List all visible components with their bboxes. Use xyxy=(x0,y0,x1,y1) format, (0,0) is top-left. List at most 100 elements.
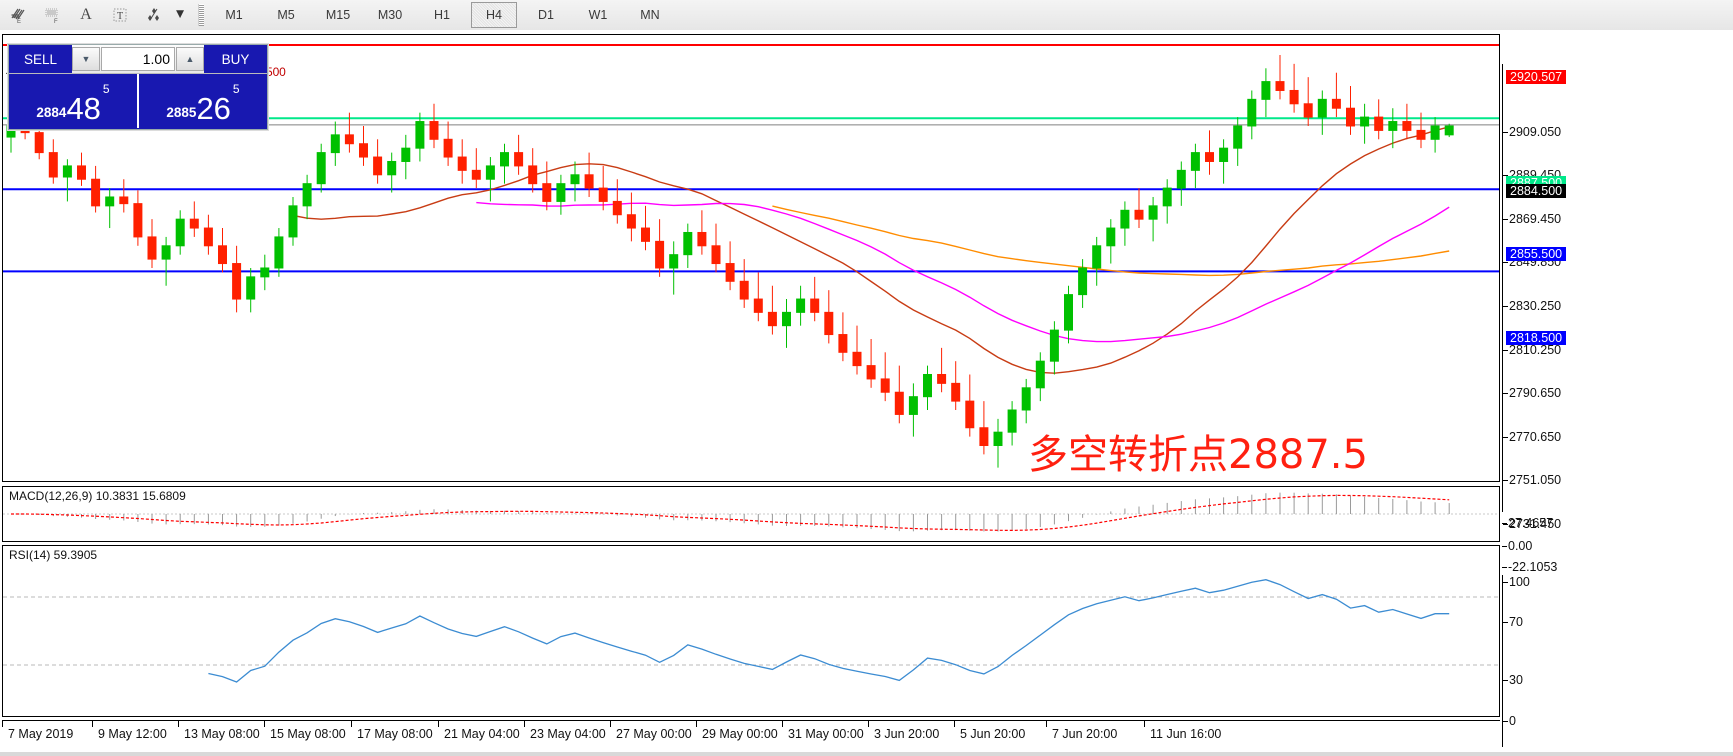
time-axis[interactable]: 7 May 2019 9 May 12:00 13 May 08:00 15 May … xyxy=(2,720,1500,754)
time-separator xyxy=(868,721,869,727)
drawing-tools-icon[interactable] xyxy=(138,1,170,29)
price-tick-mark xyxy=(1503,393,1508,394)
price-tick-mark xyxy=(1503,306,1508,307)
buy-button[interactable]: BUY xyxy=(204,45,267,73)
price-tick-mark xyxy=(1503,480,1508,481)
rsi-plot xyxy=(3,546,1499,716)
time-tick-label: 29 May 00:00 xyxy=(702,727,778,741)
time-separator xyxy=(178,721,179,727)
rsi-tick-mark xyxy=(1503,680,1508,681)
price-tick-label: 2751.050 xyxy=(1509,473,1562,487)
price-tick-mark xyxy=(1503,262,1508,263)
price-axis[interactable]: 2909.050 2889.450 2869.450 2849.850 2830.250… xyxy=(1502,64,1733,531)
macd-tick-label: -22.1053 xyxy=(1508,560,1558,574)
macd-tick-mark xyxy=(1502,567,1507,568)
price-tick-mark xyxy=(1503,524,1508,525)
macd-tick-label: 0.00 xyxy=(1508,539,1533,553)
rsi-tick-label: 70 xyxy=(1509,615,1523,629)
window-bottom-border xyxy=(0,752,1733,756)
volume-increase-button[interactable]: ▲ xyxy=(176,47,204,71)
chart-annotation-text: 多空转折点2887.5 xyxy=(1028,432,1368,478)
buy-price-big: 26 xyxy=(196,91,231,126)
macd-plot xyxy=(3,487,1499,541)
price-tick-label: 2731.450 xyxy=(1509,517,1562,531)
timeframe-m1[interactable]: M1 xyxy=(225,8,243,22)
price-tick-mark xyxy=(1503,350,1508,351)
sell-price[interactable]: 2884 48 5 xyxy=(9,74,137,128)
time-tick-label: 27 May 00:00 xyxy=(616,727,692,741)
time-separator xyxy=(524,721,525,727)
volume-decrease-button[interactable]: ▼ xyxy=(72,47,100,71)
macd-axis: 27.4657 0.00 -22.1053 xyxy=(1502,516,1733,574)
rsi-tick-label: 100 xyxy=(1509,575,1530,589)
rsi-tick-mark xyxy=(1503,582,1508,583)
drawing-tools-dropdown-caret[interactable]: ▼ xyxy=(173,5,187,21)
timeframe-mn[interactable]: MN xyxy=(640,8,660,22)
macd-panel[interactable]: MACD(12,26,9) 10.3831 15.6809 xyxy=(2,486,1500,542)
time-tick-label: 13 May 08:00 xyxy=(184,727,260,741)
timeframe-m30[interactable]: M30 xyxy=(377,8,403,22)
one-click-trade-panel[interactable]: SELL ▼ 1.00 ▲ BUY 2884 48 5 2885 26 5 xyxy=(8,44,268,130)
price-tick-mark xyxy=(1503,175,1508,176)
price-tick-label: 2830.250 xyxy=(1509,299,1562,313)
timeframe-h1[interactable]: H1 xyxy=(434,8,450,22)
rsi-panel[interactable]: RSI(14) 59.3905 xyxy=(2,545,1500,717)
price-tick-label: 2869.450 xyxy=(1509,212,1562,226)
price-tick-label: 2770.650 xyxy=(1509,430,1562,444)
time-separator xyxy=(954,721,955,727)
time-tick-label: 7 Jun 20:00 xyxy=(1052,727,1118,741)
timeframe-w1[interactable]: W1 xyxy=(588,8,608,22)
text-label-icon[interactable]: A xyxy=(80,6,92,23)
time-tick-label: 23 May 04:00 xyxy=(530,727,606,741)
trade-panel-prices: 2884 48 5 2885 26 5 xyxy=(9,74,267,128)
timeframe-d1[interactable]: D1 xyxy=(538,8,554,22)
price-tick-label: 2790.650 xyxy=(1509,386,1562,400)
expert-advisor-icon[interactable]: E xyxy=(2,1,34,29)
svg-text:T: T xyxy=(117,11,123,22)
buy-price[interactable]: 2885 26 5 xyxy=(137,74,267,128)
rsi-tick-label: 0 xyxy=(1509,714,1516,728)
macd-tick-mark xyxy=(1502,523,1507,524)
volume-input[interactable]: 1.00 xyxy=(101,47,175,71)
time-tick-label: 15 May 08:00 xyxy=(270,727,346,741)
time-tick-label: 7 May 2019 xyxy=(8,727,74,741)
time-separator xyxy=(1046,721,1047,727)
svg-text:F: F xyxy=(54,19,58,24)
time-separator xyxy=(351,721,352,727)
rsi-tick-mark xyxy=(1503,622,1508,623)
grid-crosshair-icon[interactable]: F xyxy=(36,1,68,29)
macd-title: MACD(12,26,9) 10.3831 15.6809 xyxy=(9,489,186,503)
price-tag-2920.507: 2920.507 xyxy=(1506,70,1567,84)
time-tick-label: 3 Jun 20:00 xyxy=(874,727,940,741)
toolbar-grip[interactable] xyxy=(198,4,204,26)
sell-button[interactable]: SELL xyxy=(9,45,72,73)
price-tag-2855.500: 2855.500 xyxy=(1506,247,1567,261)
rsi-axis: 100 70 30 0 xyxy=(1502,575,1733,747)
rsi-title: RSI(14) 59.3905 xyxy=(9,548,98,562)
time-separator xyxy=(264,721,265,727)
timeframe-h4[interactable]: H4 xyxy=(471,2,517,28)
sell-price-sup: 5 xyxy=(102,82,110,96)
time-separator xyxy=(610,721,611,727)
price-tick-label: 2909.050 xyxy=(1509,125,1562,139)
price-tick-label: 2810.250 xyxy=(1509,343,1562,357)
toolbar: E F A T ▼ M1 M5 M15 M30 H1 H4 D1 W1 MN xyxy=(0,0,1733,31)
time-tick-label: 17 May 08:00 xyxy=(357,727,433,741)
time-tick-label: 5 Jun 20:00 xyxy=(960,727,1026,741)
trade-panel-header: SELL ▼ 1.00 ▲ BUY xyxy=(9,45,267,74)
rsi-tick-label: 30 xyxy=(1509,673,1523,687)
timeframe-m15[interactable]: M15 xyxy=(325,8,351,22)
buy-price-sup: 5 xyxy=(232,82,240,96)
time-separator xyxy=(696,721,697,727)
price-tag-2884.500: 2884.500 xyxy=(1506,184,1567,198)
buy-price-lead: 2885 xyxy=(166,105,197,120)
time-separator xyxy=(782,721,783,727)
timeframe-m5[interactable]: M5 xyxy=(277,8,295,22)
chart-area: SP500-,H4 2880.000 2884.750 2879.500 288… xyxy=(0,30,1733,756)
sell-price-big: 48 xyxy=(66,91,101,126)
text-box-icon[interactable]: T xyxy=(104,1,136,29)
price-tag-2818.500: 2818.500 xyxy=(1506,331,1567,345)
time-separator xyxy=(92,721,93,727)
price-plot xyxy=(3,35,1499,481)
macd-tick-label: 27.4657 xyxy=(1508,516,1554,530)
